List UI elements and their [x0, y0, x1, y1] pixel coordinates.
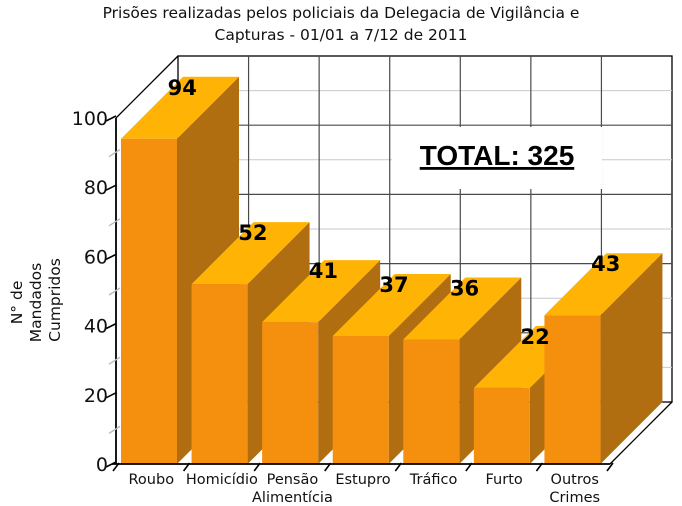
total-annotation: TOTAL: 325	[392, 127, 602, 189]
y-major-tick	[105, 184, 117, 191]
bar-front-face	[332, 335, 389, 464]
bar-side-face	[600, 253, 663, 464]
axis-ticks	[105, 115, 614, 472]
bar-top-face	[544, 253, 663, 316]
x-tick	[253, 462, 261, 472]
y-minor-tick	[108, 287, 121, 296]
bar-front-face	[403, 339, 460, 464]
x-category-label-line: Furto	[486, 472, 523, 488]
bar-value-label: 94	[168, 76, 197, 100]
x-tick	[182, 462, 191, 472]
x-tick	[535, 462, 544, 472]
bar-value-labels: 94 52 41 37 36 22 43	[168, 76, 621, 349]
left-depth-edge	[115, 55, 179, 119]
x-tick	[394, 462, 402, 472]
x-tick	[606, 462, 614, 472]
y-axis-title: N° de Mandados Cumpridos	[8, 258, 64, 342]
y-axis-title-line3: Cumpridos	[46, 258, 64, 342]
bar-value-label: 22	[521, 325, 550, 349]
y-major-tick	[105, 461, 117, 468]
x-category-label: Roubo	[129, 472, 175, 488]
bar-front-face	[544, 315, 601, 464]
y-tick-label: 0	[96, 454, 108, 476]
x-category-label: Pensão Alimentícia	[252, 472, 333, 506]
x-category-label: Outros Crimes	[549, 472, 600, 506]
bar-value-label: 52	[238, 221, 267, 245]
y-major-tick	[105, 253, 117, 261]
x-category-label-line: Tráfico	[409, 472, 458, 488]
y-minor-tick	[108, 356, 121, 365]
bar-6	[544, 253, 663, 464]
bar-front-face	[473, 387, 530, 464]
bar-top-face	[262, 260, 381, 323]
y-tick-label: 60	[84, 246, 108, 268]
total-annotation-box	[392, 127, 602, 189]
bar-value-label: 37	[379, 273, 408, 297]
y-axis-title-line2: Mandados	[27, 263, 45, 342]
x-category-label-line: Crimes	[549, 490, 600, 506]
y-tick-label: 80	[84, 177, 108, 199]
bar-top-face	[191, 222, 310, 285]
x-tick	[465, 462, 473, 472]
x-tick	[324, 462, 332, 472]
bar-front-face	[121, 138, 177, 464]
y-minor-tick	[108, 218, 121, 227]
y-major-tick	[105, 115, 117, 122]
x-category-label: Homicídio	[186, 472, 258, 488]
x-category-label-line: Pensão	[267, 472, 319, 488]
x-category-label-line: Alimentícia	[252, 490, 333, 506]
floor-right-edge	[609, 401, 673, 465]
x-category-label-line: Estupro	[335, 472, 390, 488]
chart-title-line1: Prisões realizadas pelos policiais da De…	[103, 4, 580, 22]
x-category-label-line: Outros	[551, 472, 599, 488]
x-category-label: Estupro	[335, 472, 390, 488]
total-annotation-text: TOTAL: 325	[420, 140, 575, 171]
bar-value-label: 43	[591, 252, 620, 276]
x-category-label-line: Roubo	[129, 472, 175, 488]
bar-front-face	[191, 284, 248, 464]
x-tick	[112, 462, 120, 472]
bar-top-face	[332, 273, 451, 336]
y-minor-tick	[108, 149, 121, 158]
y-axis-title-line1: N° de	[8, 281, 26, 325]
bar-value-label: 36	[450, 276, 479, 300]
bar-front-face	[262, 322, 319, 464]
x-category-label-line: Homicídio	[186, 472, 258, 488]
bars	[121, 76, 663, 464]
bar-top-face	[121, 76, 239, 139]
y-major-tick	[105, 392, 117, 399]
bar-top-face	[403, 277, 522, 340]
y-tick-label: 20	[84, 385, 108, 407]
y-tick-label: 40	[84, 316, 108, 338]
y-tick-labels: 0 20 40 60 80 100	[72, 108, 108, 476]
y-tick-label: 100	[72, 108, 108, 130]
x-category-label: Furto	[486, 472, 523, 488]
x-category-label: Tráfico	[409, 472, 458, 488]
bar-value-label: 41	[309, 259, 338, 283]
y-major-tick	[105, 322, 117, 330]
y-minor-tick	[108, 425, 121, 434]
chart-title-line2: Capturas - 01/01 a 7/12 de 2011	[215, 26, 468, 44]
plot-frame-edges	[115, 55, 673, 465]
